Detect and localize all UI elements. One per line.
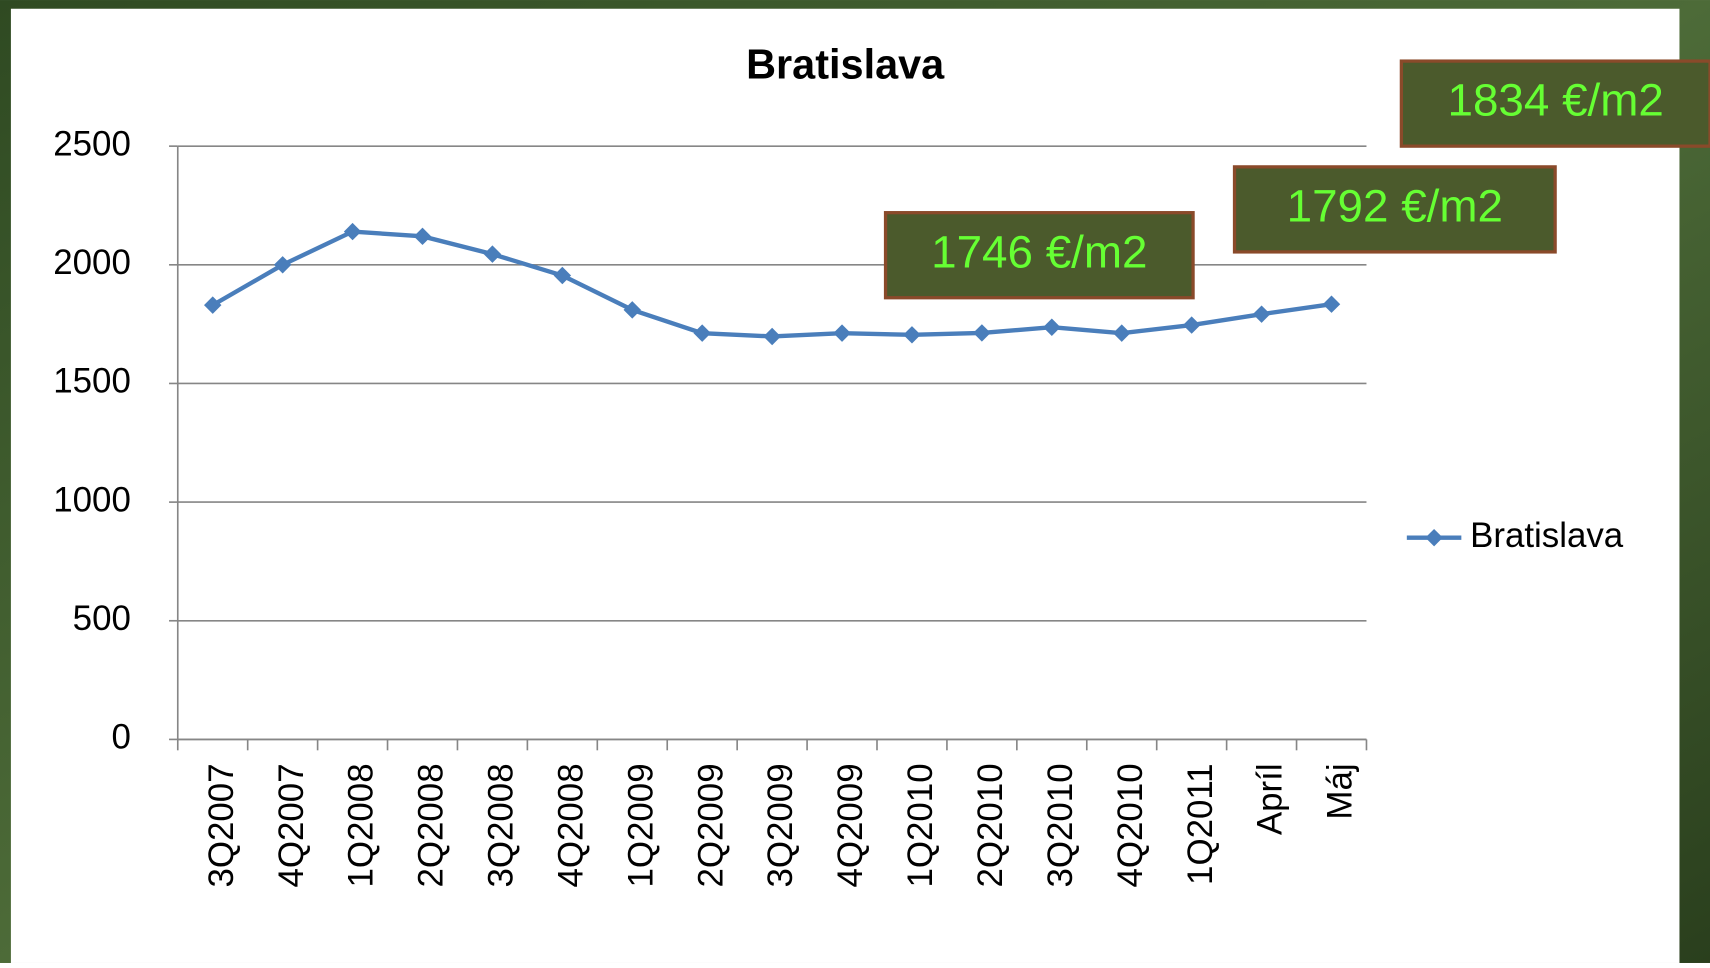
y-tick-label: 500 (73, 599, 131, 638)
point (483, 245, 502, 263)
x-tick-label: Máj (1321, 763, 1360, 819)
point (343, 222, 362, 241)
x-tick-label: 2Q2010 (971, 763, 1010, 887)
point (693, 324, 711, 342)
x-tick-label: 1Q2009 (621, 763, 660, 887)
x-tick-label: 4Q2009 (831, 763, 870, 887)
x-tick-label: 1Q2008 (342, 763, 381, 887)
x-tick-label: 3Q2008 (482, 763, 521, 887)
y-tick-label: 2000 (53, 243, 131, 282)
point (973, 324, 991, 342)
point (833, 324, 851, 342)
point (203, 296, 222, 314)
y-tick-label: 2500 (53, 124, 131, 163)
legend-marker (1425, 528, 1443, 547)
y-tick-label: 1000 (53, 480, 131, 519)
legend-label: Bratislava (1470, 516, 1624, 555)
x-tick-label: 2Q2009 (691, 763, 730, 887)
point (413, 227, 432, 246)
x-tick-label: 3Q2009 (761, 763, 800, 887)
point (273, 256, 292, 274)
point (553, 266, 572, 285)
x-tick-label: 4Q2008 (551, 763, 590, 887)
x-tick-label: 4Q2007 (272, 763, 311, 887)
x-tick-label: 3Q2007 (202, 763, 241, 887)
point (1252, 305, 1271, 323)
point (1182, 316, 1201, 334)
annotation-box (883, 211, 1195, 300)
x-tick-label: 1Q2011 (1181, 763, 1220, 885)
annotation-text: 1834 €/m2 (1447, 75, 1663, 126)
point (623, 301, 641, 319)
x-tick-label: Apríl (1251, 763, 1290, 835)
annotation-box (1399, 59, 1710, 148)
point (903, 326, 921, 344)
chart-title: Bratislava (746, 41, 945, 88)
x-tick-label: 4Q2010 (1111, 763, 1150, 887)
annotation-text: 1746 €/m2 (931, 226, 1147, 277)
x-tick-label: 1Q2010 (901, 763, 940, 887)
annotation-box (1232, 165, 1557, 254)
point (763, 327, 781, 346)
x-tick-label: 2Q2008 (412, 763, 451, 887)
annotation-text: 1792 €/m2 (1287, 180, 1503, 231)
y-tick-label: 1500 (53, 362, 131, 401)
point (1322, 295, 1341, 313)
y-tick-label: 0 (111, 718, 130, 757)
x-tick-label: 3Q2010 (1041, 763, 1080, 887)
